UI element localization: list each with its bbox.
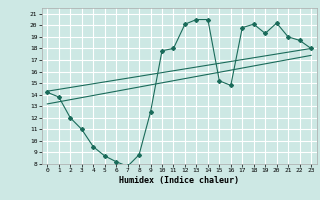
X-axis label: Humidex (Indice chaleur): Humidex (Indice chaleur) (119, 176, 239, 185)
